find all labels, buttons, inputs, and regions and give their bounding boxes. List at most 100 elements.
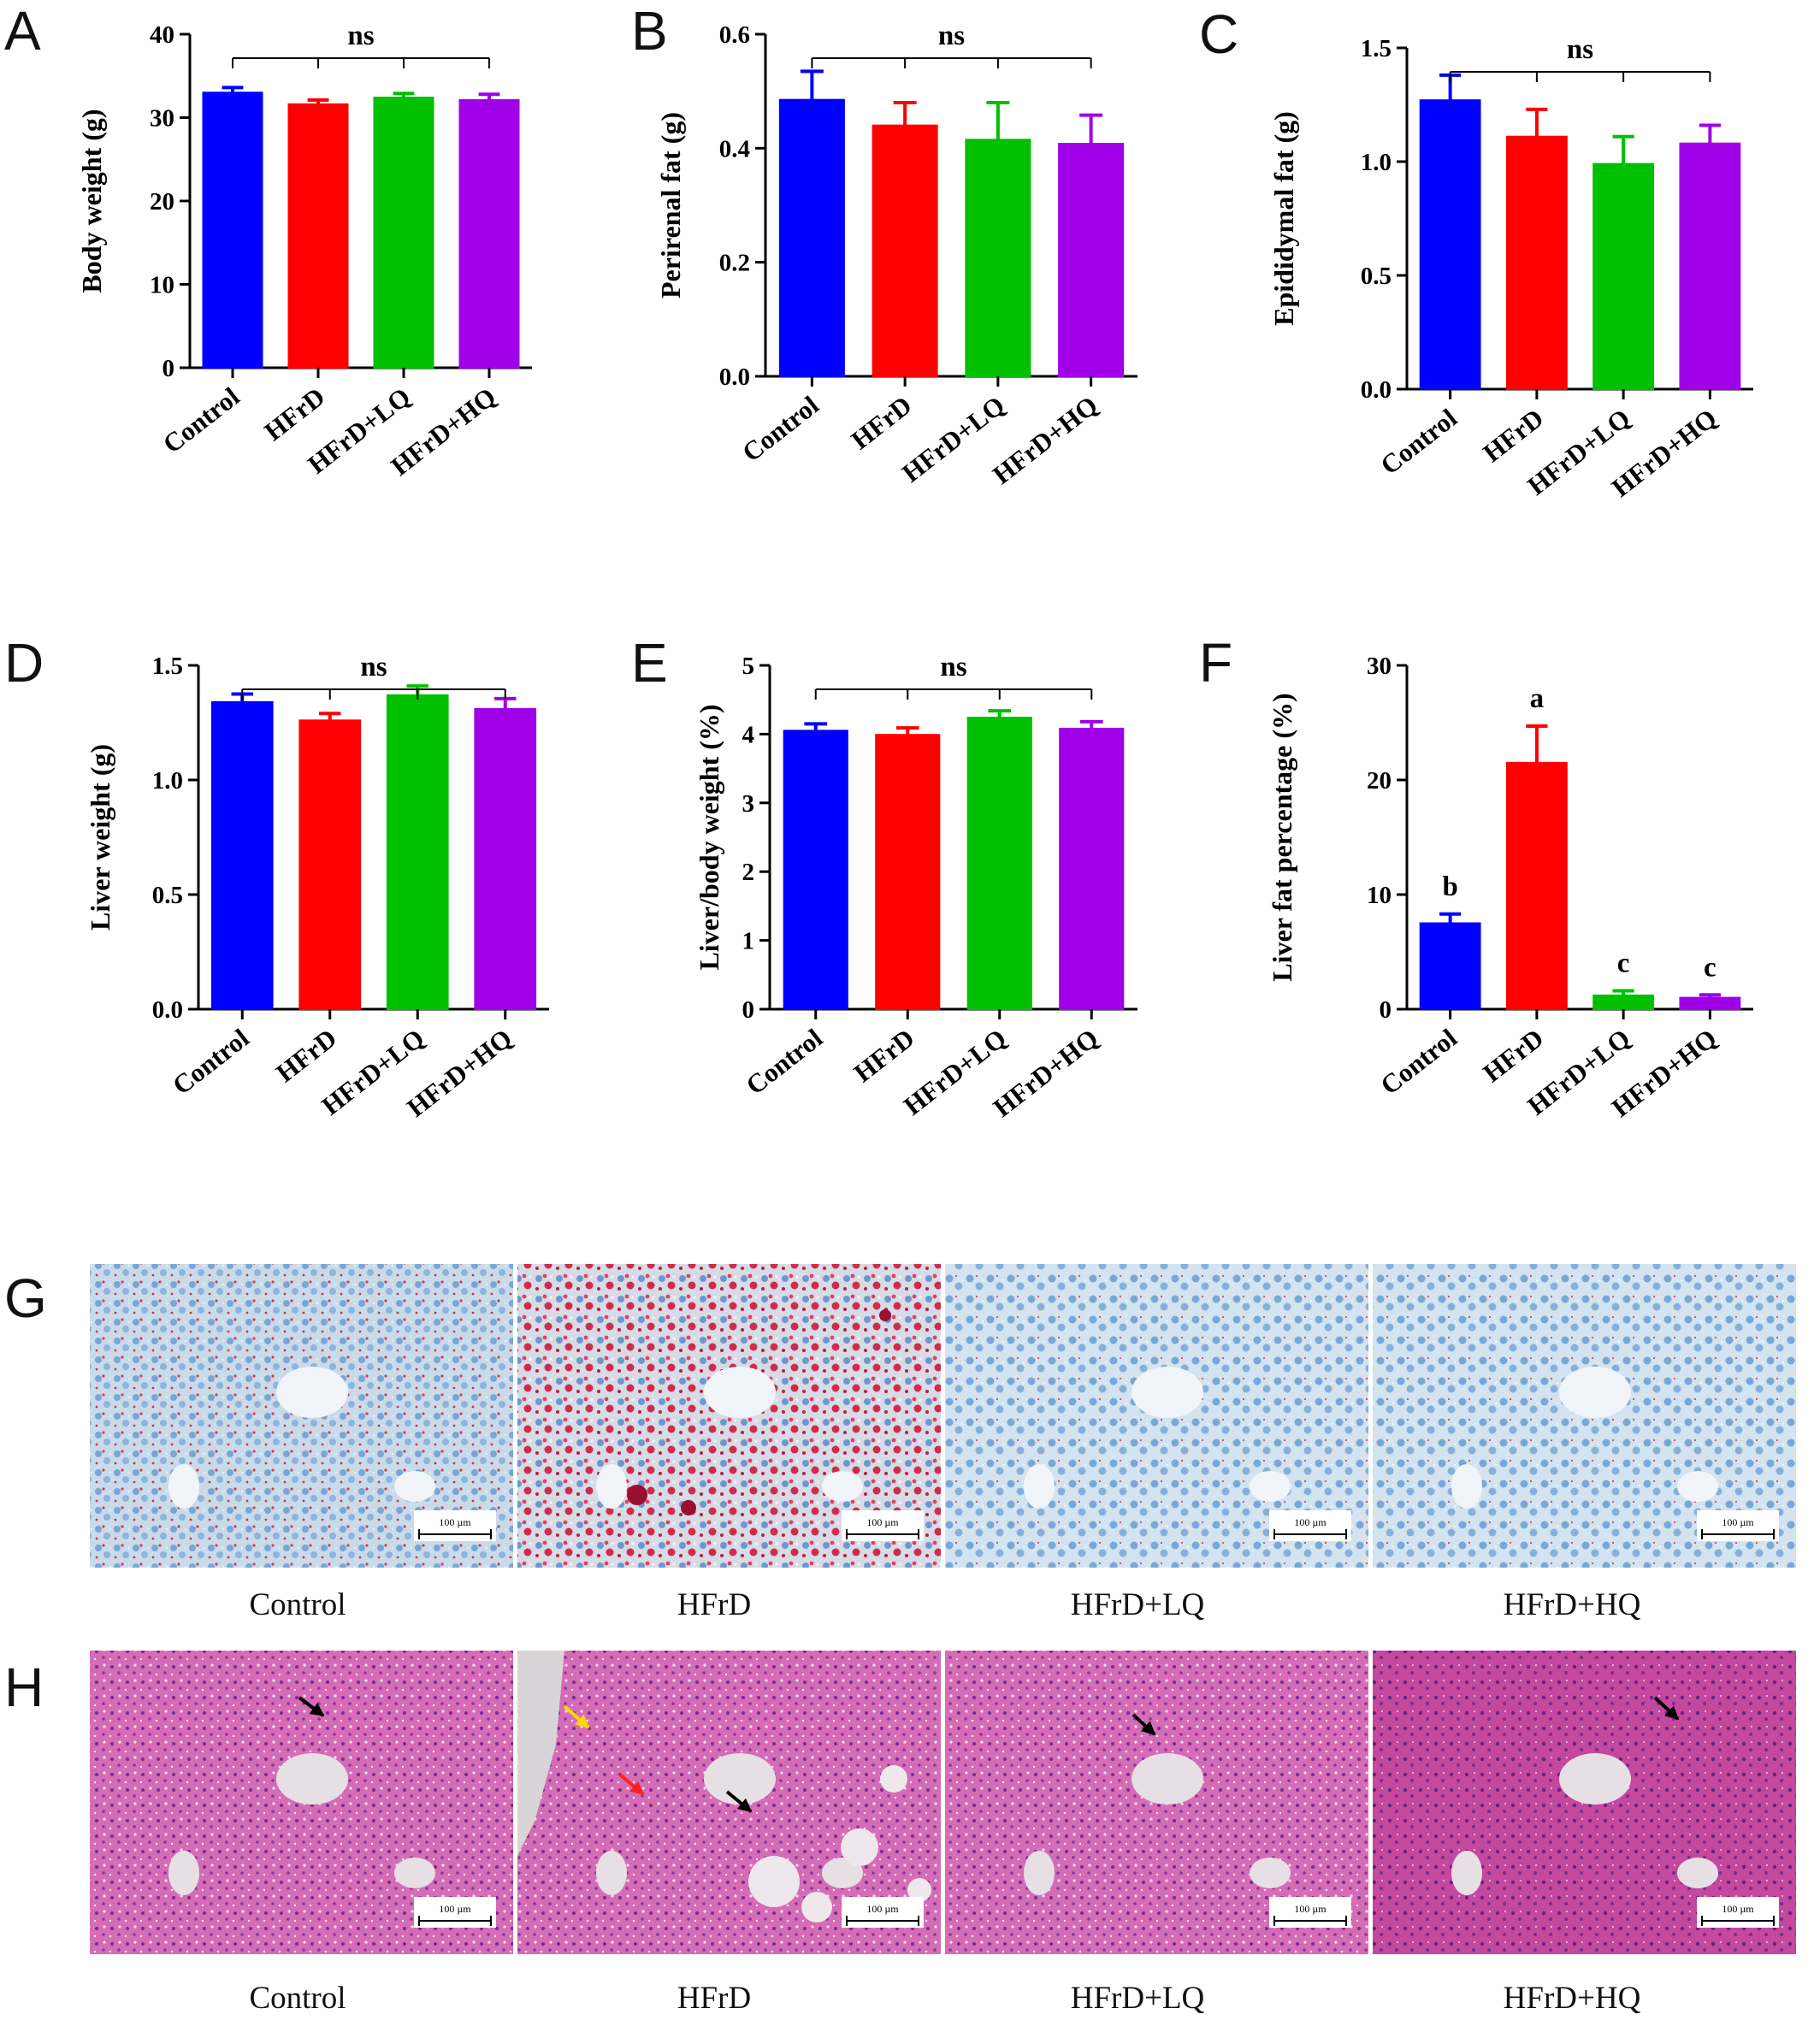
vessel-lumen (596, 1851, 627, 1895)
fat-vacuole (841, 1828, 878, 1866)
micrograph-row-h: H 100 µm Control 100 µm HFrD 100 µm HFrD+LQ 100… (4, 1651, 1796, 2016)
category-label: Control (736, 390, 824, 468)
significance-letter: c (1617, 948, 1630, 979)
vessel-lumen (704, 1367, 776, 1418)
vessel-lumen (1677, 1471, 1718, 1502)
vessel-lumen (394, 1858, 435, 1888)
vessel-lumen (596, 1464, 627, 1509)
scale-bar-label: 100 µm (439, 1903, 471, 1915)
bar-hfrd-hq (458, 99, 520, 369)
y-tick-label: 2 (742, 859, 755, 886)
y-axis-label: Epididymal fat (g) (1268, 111, 1299, 326)
vessel-lumen (276, 1367, 348, 1418)
vessel-lumen (168, 1464, 199, 1509)
y-tick-label: 0.4 (719, 135, 750, 162)
y-axis-label: Body weight (g) (76, 109, 107, 292)
vessel-lumen (1559, 1753, 1631, 1805)
y-tick-label: 20 (1367, 767, 1392, 795)
category-label: HFrD+HQ (987, 390, 1103, 490)
bar-hfrd-hq (474, 707, 537, 1010)
y-tick-label: 1.0 (152, 767, 183, 795)
scale-bar-box (842, 1510, 924, 1541)
y-tick-label: 20 (150, 188, 174, 216)
significance-label: ns (1567, 34, 1593, 65)
pointer-arrow (618, 1773, 645, 1796)
y-tick-label: 0 (1380, 996, 1392, 1024)
micrograph-row-g: G 100 µm Control 100 µm HFrD 100 µm HFrD+LQ 100… (4, 1264, 1796, 1622)
category-label: HFrD (258, 381, 330, 446)
pointer-arrow (563, 1704, 590, 1729)
micrograph-h-1: 100 µm (90, 1651, 513, 1954)
scale-bar-label: 100 µm (1722, 1516, 1754, 1528)
chart-b: B Perirenal fat (g) 0.0 0.2 0.4 0.6 Control HFr… (631, 0, 1138, 490)
vessel-lumen (704, 1753, 776, 1805)
bar-hfrd-lq (373, 97, 434, 369)
fat-vacuole (748, 1856, 800, 1907)
micrograph-caption: HFrD+LQ (1071, 1587, 1205, 1622)
scale-bar-box (1697, 1897, 1779, 1928)
y-tick-label: 0.0 (719, 363, 750, 391)
scale-bar-box (414, 1510, 496, 1541)
bar-hfrd (872, 124, 938, 378)
vessel-lumen (1132, 1367, 1203, 1418)
scale-bar-box (1269, 1897, 1351, 1928)
micrograph-caption: HFrD+LQ (1071, 1981, 1205, 2016)
y-tick-label: 0.0 (152, 996, 183, 1024)
micrograph-g-2: 100 µm (517, 1264, 941, 1568)
micrograph-h-2: 100 µm (517, 1651, 941, 1954)
fat-vacuole (801, 1892, 832, 1923)
y-tick-label: 0.6 (719, 21, 750, 49)
micrograph-g-4: 100 µm (1373, 1264, 1796, 1568)
bar-hfrd (875, 734, 941, 1010)
bar-hfrd-lq (965, 139, 1031, 377)
significance-letter: b (1442, 871, 1457, 902)
y-tick-label: 0.2 (719, 250, 750, 277)
bar-control (202, 92, 263, 369)
pointer-arrow (1653, 1696, 1680, 1721)
significance-letter: c (1704, 952, 1717, 983)
y-tick-label: 0 (162, 355, 175, 382)
micrograph-h-3: 100 µm (945, 1651, 1368, 1954)
vessel-lumen (276, 1753, 348, 1805)
micrograph-caption: Control (249, 1981, 346, 2016)
y-tick-label: 40 (150, 21, 174, 49)
micrograph-caption: HFrD (677, 1981, 751, 2016)
chart-c: C Epididymal fat (g) 0.0 0.5 1.0 1.5 Control HF… (1199, 3, 1753, 503)
y-axis-label: Liver fat percentage (%) (1267, 693, 1297, 981)
bar-hfrd (1505, 761, 1568, 1011)
y-tick-label: 0.5 (1361, 263, 1392, 290)
vessel-lumen (1132, 1753, 1203, 1805)
scale-bar-label: 100 µm (1294, 1516, 1327, 1528)
y-tick-label: 30 (150, 105, 174, 133)
bar-hfrd-lq (1592, 994, 1655, 1011)
scale-bar-label: 100 µm (866, 1903, 899, 1915)
category-label: HFrD (270, 1023, 342, 1088)
lipid-droplet (879, 1309, 891, 1321)
micrograph-panels: G 100 µm Control 100 µm HFrD 100 µm HFrD+LQ 100… (4, 1264, 1796, 2016)
category-label: HFrD (1477, 1023, 1549, 1088)
vessel-lumen (1451, 1464, 1482, 1509)
scale-bar-label: 100 µm (1722, 1903, 1754, 1915)
bar-hfrd (298, 719, 362, 1010)
y-tick-label: 0.0 (1361, 376, 1392, 404)
micrograph-caption: HFrD+HQ (1504, 1981, 1641, 2016)
bar-hfrd-lq (966, 717, 1032, 1010)
vessel-lumen (1677, 1858, 1718, 1888)
panel-letter: G (4, 1267, 47, 1329)
bar-hfrd-hq (1679, 142, 1741, 390)
category-label: HFrD (1477, 403, 1549, 468)
bar-control (783, 730, 848, 1010)
y-tick-label: 1.0 (1361, 149, 1392, 176)
y-tick-label: 1.5 (152, 653, 183, 680)
micrograph-g-3: 100 µm (945, 1264, 1368, 1568)
scale-bar-box (414, 1897, 496, 1928)
vessel-lumen (1024, 1851, 1055, 1895)
bar-hfrd-hq (1679, 996, 1741, 1010)
vessel-lumen (168, 1851, 199, 1895)
panel-letter: F (1199, 632, 1232, 694)
fat-vacuole (907, 1878, 931, 1902)
micrograph-caption: HFrD (677, 1587, 751, 1622)
panel-letter: E (631, 632, 668, 694)
